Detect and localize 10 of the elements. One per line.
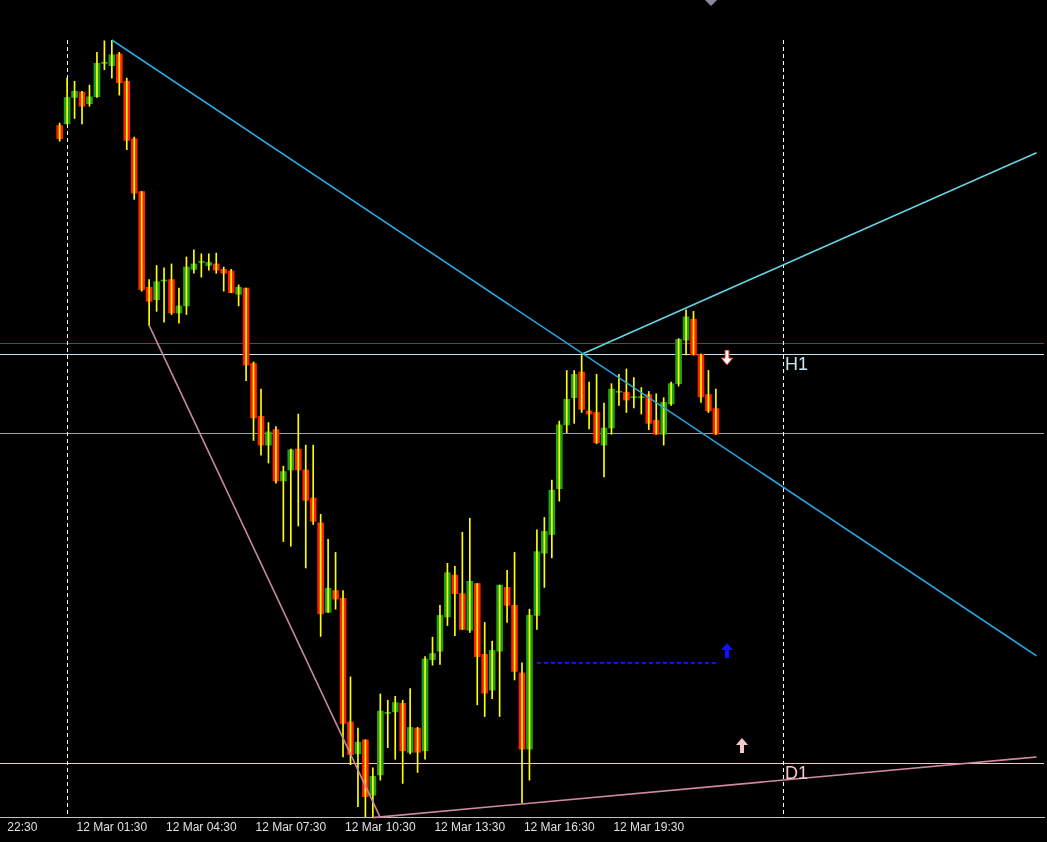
x-tick-label: 12 Mar 16:30 (523, 820, 595, 835)
ref-line-label: D1 (785, 763, 809, 784)
x-tick-label: 12 Mar 19:30 (613, 820, 685, 835)
x-tick-label: 12 Mar 13:30 (434, 820, 506, 835)
x-tick-label: 12 Mar 07:30 (255, 820, 327, 835)
x-tick-label: 22:30 (7, 820, 38, 835)
x-tick-label: 12 Mar 04:30 (165, 820, 238, 835)
ref-line-label: H1 (785, 354, 809, 375)
x-tick-label: 12 Mar 10:30 (344, 820, 416, 835)
x-tick-label: 12 Mar 01:30 (76, 820, 148, 835)
